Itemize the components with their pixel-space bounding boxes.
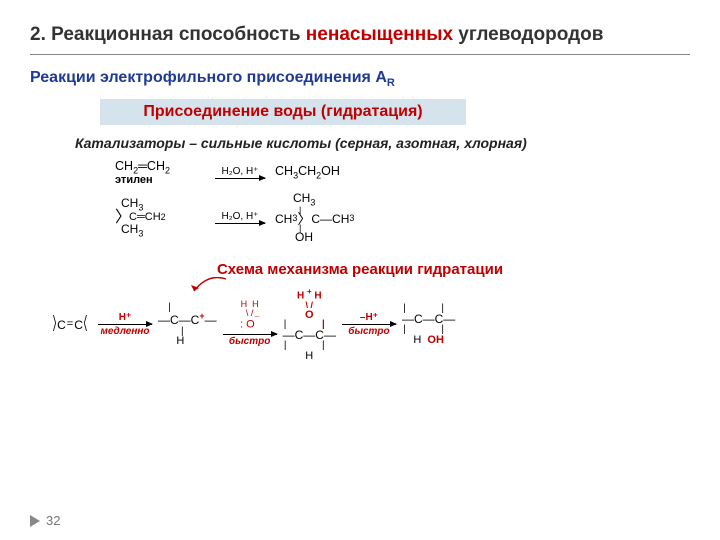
- mech-product: | | —C—C— | | H OH: [402, 304, 455, 345]
- rxn2-conditions: H₂O, H⁺: [222, 211, 259, 222]
- hydration-heading: Присоединение воды (гидратация): [100, 99, 466, 125]
- title-divider: [30, 54, 690, 55]
- title-pre: 2. Реакционная способность: [30, 24, 306, 45]
- mech-arrow-2: быстро: [221, 334, 279, 347]
- rxn2-product: CH3 | CH3 〉 C—CH3 | OH: [275, 192, 354, 244]
- subtitle-text: Реакции электрофильного присоединения A: [30, 69, 387, 86]
- subtitle-subscript: R: [387, 77, 395, 89]
- rxn2-arrow: H₂O, H⁺: [215, 211, 265, 224]
- title-post: углеводородов: [453, 24, 603, 45]
- mechanism-title: Схема механизма реакции гидратации: [30, 261, 690, 278]
- reactions-block: CH2═CH2 этилен H₂O, H⁺ CH3CH2OH CH3 〉 C═…: [115, 159, 690, 243]
- page-number: 32: [30, 513, 60, 528]
- catalysts-line: Катализаторы – сильные кислоты (серная, …: [75, 135, 690, 151]
- mech-oxonium: H + H \ / O | | —C—C— | | H: [283, 288, 336, 361]
- reaction-1: CH2═CH2 этилен H₂O, H⁺ CH3CH2OH: [115, 159, 690, 186]
- reaction-2: CH3 〉 C═CH2 CH3 H₂O, H⁺ CH3 | CH3 〉: [115, 192, 690, 244]
- rxn1-reactant: CH2═CH2 этилен: [115, 159, 205, 186]
- title-highlight: ненасыщенных: [306, 24, 453, 45]
- mech-arrow-1: H⁺ медленно: [96, 312, 154, 337]
- subtitle: Реакции электрофильного присоединения AR: [30, 69, 690, 89]
- rxn2-reactant: CH3 〉 C═CH2 CH3: [115, 197, 205, 239]
- rxn1-arrow: H₂O, H⁺: [215, 166, 265, 179]
- mechanism-scheme: \/ C = C /\ H⁺ медленно | —C—C+— | H: [48, 288, 690, 361]
- mech-water: H H \ / : O¯: [240, 300, 259, 330]
- mech-alkene: \/ C = C /\: [48, 317, 92, 332]
- rxn1-product: CH3CH2OH: [275, 164, 340, 181]
- slide-title: 2. Реакционная способность ненасыщенных …: [30, 24, 690, 46]
- mech-arrow-3: –H⁺ быстро: [340, 312, 398, 337]
- page-marker-icon: [30, 515, 40, 527]
- rxn1-conditions: H₂O, H⁺: [222, 166, 259, 177]
- mech-carbocation: | —C—C+— | H: [158, 303, 217, 347]
- curved-arrow-icon: [188, 277, 228, 297]
